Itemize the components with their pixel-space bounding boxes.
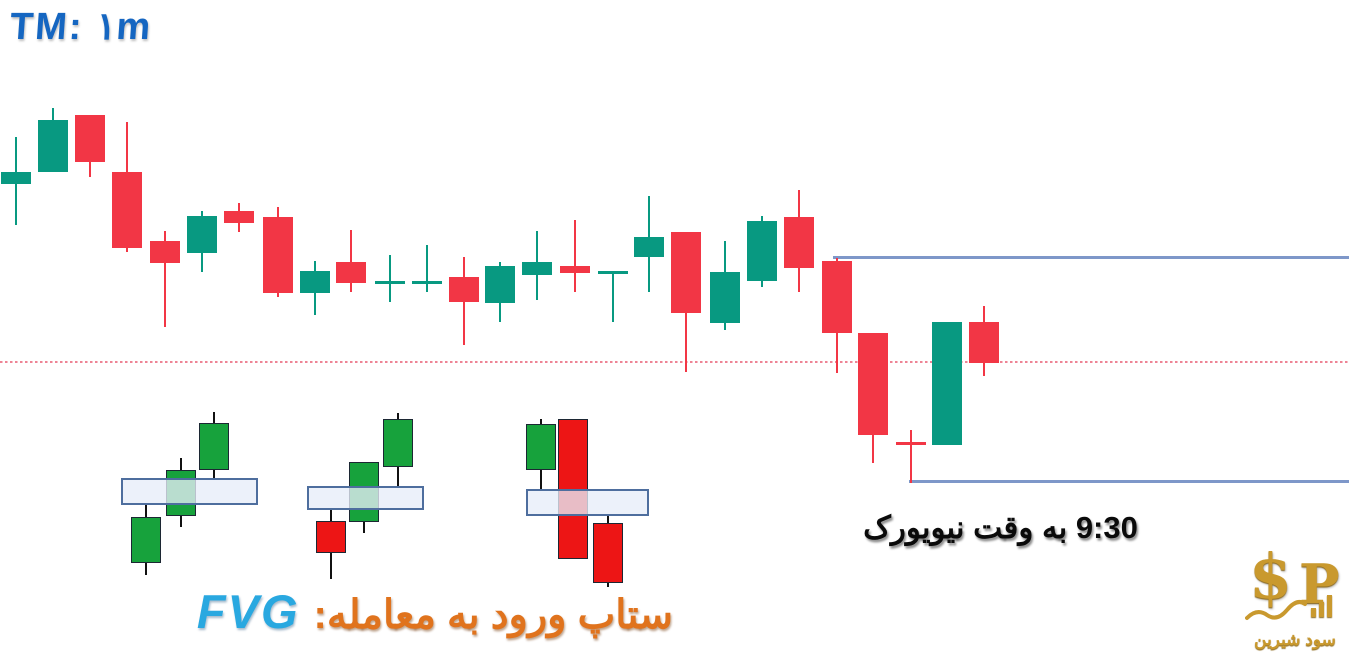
candle-body — [150, 241, 180, 263]
candle-wick — [164, 231, 166, 327]
bar-chart-icon — [1311, 608, 1316, 617]
newyork-time-label: 9:30 به وقت نیویورک — [863, 510, 1138, 545]
candle-body — [560, 266, 590, 273]
candle-body — [710, 272, 740, 323]
candle-body — [112, 172, 142, 248]
candle-wick — [389, 255, 391, 302]
trend-squiggle-icon — [1245, 600, 1307, 620]
candle-wick — [350, 230, 352, 292]
candle-body — [383, 419, 413, 467]
fvg-zone-box — [526, 489, 649, 516]
candle-body — [485, 266, 515, 303]
candle-body — [747, 221, 777, 281]
candle-body — [316, 521, 346, 553]
candle-body — [224, 211, 254, 223]
candle-body — [1, 172, 31, 184]
candle-body — [38, 120, 68, 172]
candle-wick — [574, 220, 576, 292]
candle-body — [75, 115, 105, 162]
candle-body — [336, 262, 366, 283]
candle-wick — [612, 271, 614, 322]
range-low-line — [909, 480, 1349, 483]
candle-wick — [910, 430, 912, 483]
timeframe-label: TM: ۱m — [8, 6, 154, 48]
candle-body — [858, 333, 888, 435]
candle-body — [593, 523, 623, 583]
candle-body — [199, 423, 229, 470]
candle-body — [300, 271, 330, 293]
candle-body — [822, 261, 852, 333]
candle-body — [598, 271, 628, 274]
candle-body — [932, 322, 962, 445]
brand-name: سود شیرین — [1254, 630, 1336, 649]
setup-caption-fvg: FVG — [196, 585, 300, 638]
candle-wick — [426, 245, 428, 292]
candle-body — [784, 217, 814, 268]
dollar-icon: $ — [1249, 540, 1293, 613]
fvg-zone-box — [307, 486, 424, 510]
candle-body — [131, 517, 161, 563]
candle-body — [526, 424, 556, 470]
candle-body — [671, 232, 701, 313]
bar-chart-icon — [1327, 595, 1332, 617]
setup-caption-farsi: ستاپ ورود به معامله: — [313, 593, 673, 637]
candle-body — [969, 322, 999, 363]
candle-body — [187, 216, 217, 253]
brand-logo: $ P سود شیرین — [1243, 540, 1347, 650]
setup-caption: ستاپ ورود به معامله: FVG — [196, 584, 673, 639]
candle-body — [263, 217, 293, 293]
fvg-zone-box — [121, 478, 258, 505]
candle-body — [375, 281, 405, 284]
candle-body — [412, 281, 442, 284]
dotted-price-level-line — [0, 361, 1349, 363]
candle-body — [896, 442, 926, 445]
brand-logo-mark: $ P — [1243, 540, 1347, 626]
candle-body — [449, 277, 479, 302]
range-high-line — [833, 256, 1349, 259]
candle-body — [522, 262, 552, 275]
bar-chart-icon — [1319, 602, 1324, 617]
candle-body — [634, 237, 664, 257]
